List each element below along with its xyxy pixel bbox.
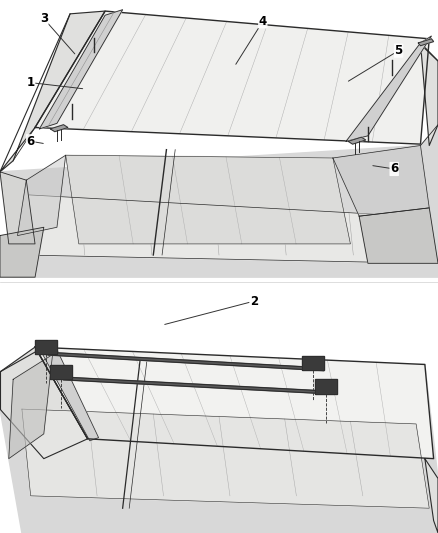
Polygon shape bbox=[0, 172, 35, 244]
Polygon shape bbox=[420, 43, 438, 146]
Polygon shape bbox=[59, 377, 335, 394]
Polygon shape bbox=[0, 11, 105, 172]
Polygon shape bbox=[315, 379, 337, 394]
Polygon shape bbox=[359, 208, 438, 263]
Polygon shape bbox=[418, 39, 434, 46]
Polygon shape bbox=[425, 458, 438, 533]
Polygon shape bbox=[35, 11, 429, 144]
Polygon shape bbox=[348, 137, 366, 144]
Polygon shape bbox=[18, 155, 66, 236]
Polygon shape bbox=[0, 347, 88, 458]
Polygon shape bbox=[66, 155, 350, 244]
Polygon shape bbox=[44, 352, 324, 370]
Text: 3: 3 bbox=[40, 12, 75, 54]
Polygon shape bbox=[0, 365, 438, 533]
Polygon shape bbox=[39, 345, 99, 441]
Polygon shape bbox=[50, 125, 68, 132]
Polygon shape bbox=[0, 125, 438, 277]
Text: 5: 5 bbox=[348, 44, 403, 81]
Polygon shape bbox=[333, 146, 429, 216]
Polygon shape bbox=[35, 340, 57, 354]
Polygon shape bbox=[39, 10, 123, 129]
Polygon shape bbox=[50, 365, 72, 379]
Polygon shape bbox=[35, 347, 434, 458]
Text: 6: 6 bbox=[373, 163, 398, 175]
Polygon shape bbox=[13, 194, 429, 263]
Polygon shape bbox=[9, 354, 53, 458]
Polygon shape bbox=[0, 227, 44, 277]
Text: 6: 6 bbox=[27, 135, 43, 148]
Text: 4: 4 bbox=[236, 15, 267, 64]
Text: 2: 2 bbox=[165, 295, 258, 325]
Polygon shape bbox=[346, 36, 431, 141]
Polygon shape bbox=[22, 409, 429, 508]
Polygon shape bbox=[302, 356, 324, 370]
Text: 1: 1 bbox=[27, 76, 83, 89]
